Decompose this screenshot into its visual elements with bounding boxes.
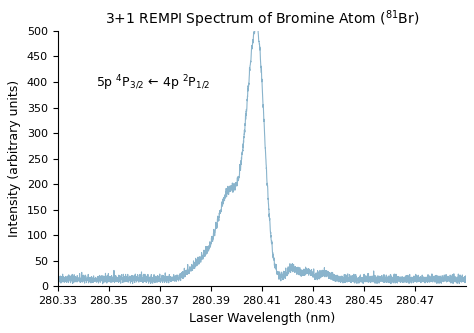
Y-axis label: Intensity (arbitrary units): Intensity (arbitrary units) bbox=[9, 80, 21, 237]
X-axis label: Laser Wavelength (nm): Laser Wavelength (nm) bbox=[189, 312, 335, 325]
Title: 3+1 REMPI Spectrum of Bromine Atom ($^{81}$Br): 3+1 REMPI Spectrum of Bromine Atom ($^{8… bbox=[105, 8, 419, 30]
Text: 5p $^4$P$_{3/2}$ ← 4p $^2$P$_{1/2}$: 5p $^4$P$_{3/2}$ ← 4p $^2$P$_{1/2}$ bbox=[96, 74, 210, 93]
